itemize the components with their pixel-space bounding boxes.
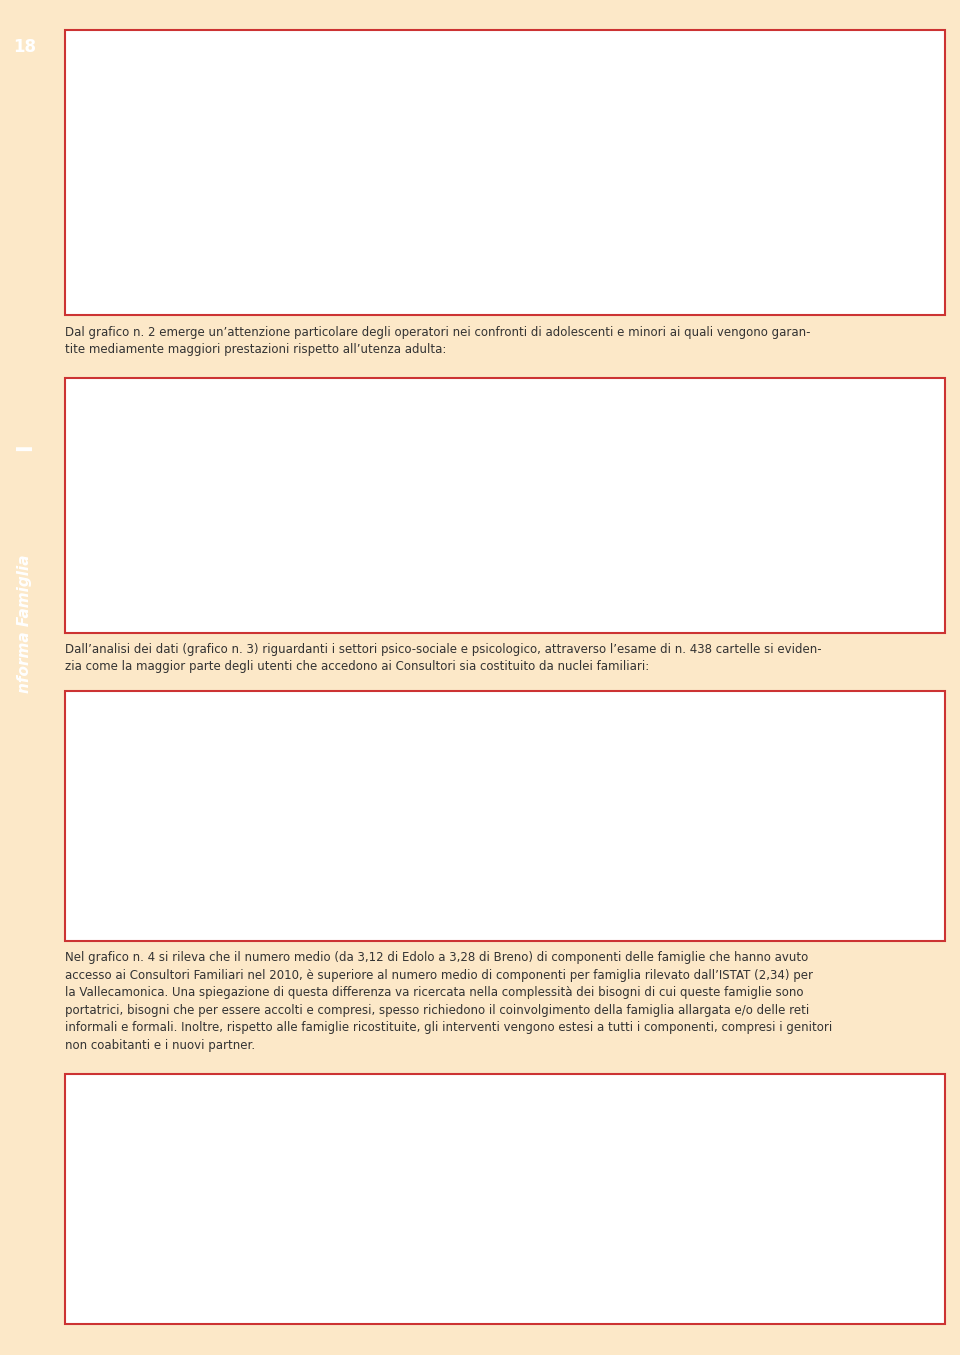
Text: Grafico 3: Grafico 3	[851, 921, 919, 935]
Bar	[455, 115, 514, 145]
Text: DEGLI OPERATORI PSICO-SOCIALI ANNO 2010: DEGLI OPERATORI PSICO-SOCIALI ANNO 2010	[336, 1107, 674, 1121]
Bar	[306, 1245, 350, 1294]
Wedge shape	[255, 836, 280, 912]
Text: Grafico 2: Grafico 2	[851, 614, 919, 626]
Text: ATTIVITÀ CONSULTORI FAMILIARI 2010: ATTIVITÀ CONSULTORI FAMILIARI 2010	[362, 37, 648, 50]
Text: PSICO-SOCIALE E PSICOLOGICO - 2010: PSICO-SOCIALE E PSICOLOGICO - 2010	[362, 725, 648, 737]
Text: 14-20: 14-20	[533, 515, 569, 528]
Wedge shape	[180, 836, 257, 912]
Text: TOTALE PRESTAZIONI DIVISE PER SETTORE D’INTERVENTO: TOTALE PRESTAZIONI DIVISE PER SETTORE D’…	[287, 68, 724, 80]
Bar	[455, 821, 514, 846]
Text: Famiglie: Famiglie	[533, 772, 586, 786]
Text: 30%: 30%	[190, 175, 224, 188]
Text: I: I	[15, 443, 35, 451]
Bar	[516, 1142, 562, 1294]
Text: TIPOLOGIA UTENZA DEI SETTORI: TIPOLOGIA UTENZA DEI SETTORI	[384, 696, 627, 710]
Text: 21 e altre: 21 e altre	[533, 569, 593, 583]
Wedge shape	[255, 195, 343, 272]
Text: 24%: 24%	[259, 774, 293, 789]
Text: Ostetricia-Ginecologia: Ostetricia-Ginecologia	[533, 245, 673, 259]
Text: Dall’analisi dei dati (grafico n. 3) riguardanti i settori psico-sociale e psico: Dall’analisi dei dati (grafico n. 3) rig…	[65, 644, 822, 673]
Text: Nel grafico n. 4 si rileva che il numero medio (da 3,12 di Edolo a 3,28 di Breno: Nel grafico n. 4 si rileva che il numero…	[65, 951, 832, 1051]
Bar	[455, 565, 514, 589]
Text: 1,43: 1,43	[273, 467, 307, 482]
Wedge shape	[179, 760, 331, 908]
Text: Grafico 1: Grafico 1	[851, 295, 919, 309]
Text: Dal grafico n. 2 emerge un’attenzione particolare degli operatori nei confronti : Dal grafico n. 2 emerge un’attenzione pa…	[65, 325, 810, 355]
Bar	[179, 1244, 223, 1294]
Bar	[455, 178, 514, 206]
Text: Psicologia: Psicologia	[533, 184, 595, 196]
Text: CARATTERISTICHE DELLE FAMIGLIE CHE HANNO RICHIESTO L’INTERVENTO: CARATTERISTICHE DELLE FAMIGLIE CHE HANNO…	[230, 1080, 780, 1093]
Bar	[133, 1146, 179, 1294]
Text: MEDIA PRESTAZIONI PER UTENTE DIVISA PER CLASSI D’ETÀ: MEDIA PRESTAZIONI PER UTENTE DIVISA PER …	[283, 412, 727, 424]
Bar	[455, 455, 514, 481]
Bar	[646, 1220, 701, 1243]
Wedge shape	[228, 107, 343, 195]
Text: 18: 18	[13, 38, 36, 56]
Bar	[455, 874, 514, 898]
Text: 3,96: 3,96	[253, 569, 288, 583]
Text: 0-13: 0-13	[533, 461, 562, 473]
Bar	[646, 1154, 701, 1179]
Bar	[389, 1145, 434, 1294]
Bar	[261, 1140, 306, 1294]
Wedge shape	[167, 111, 298, 283]
Text: n. medio di
minori
per famiglia: n. medio di minori per famiglia	[719, 1214, 782, 1248]
Text: Grafico 4: Grafico 4	[851, 1305, 919, 1317]
Text: Singoli: Singoli	[533, 879, 575, 892]
Text: 17%: 17%	[207, 245, 241, 259]
Text: 3,09: 3,09	[191, 511, 226, 524]
Text: nforma Famiglia: nforma Famiglia	[17, 554, 33, 692]
Text: Psico-Sociale: Psico-Sociale	[533, 122, 615, 136]
Text: 71%: 71%	[230, 883, 264, 898]
Bar	[455, 767, 514, 793]
Text: 53%: 53%	[274, 140, 307, 153]
Wedge shape	[177, 447, 255, 581]
Wedge shape	[201, 481, 333, 603]
Text: Coppie: Coppie	[533, 825, 577, 839]
Bar	[455, 509, 514, 535]
Text: n. medio di
componenti
per famiglia: n. medio di componenti per famiglia	[719, 1149, 782, 1184]
Bar	[434, 1244, 479, 1294]
Text: 5%: 5%	[304, 844, 327, 858]
Text: ATTIVITÀ CONSULTORI FAMILIARI 2010: ATTIVITÀ CONSULTORI FAMILIARI 2010	[362, 383, 648, 397]
Wedge shape	[249, 447, 320, 526]
Bar	[562, 1243, 607, 1294]
Bar	[455, 238, 514, 267]
